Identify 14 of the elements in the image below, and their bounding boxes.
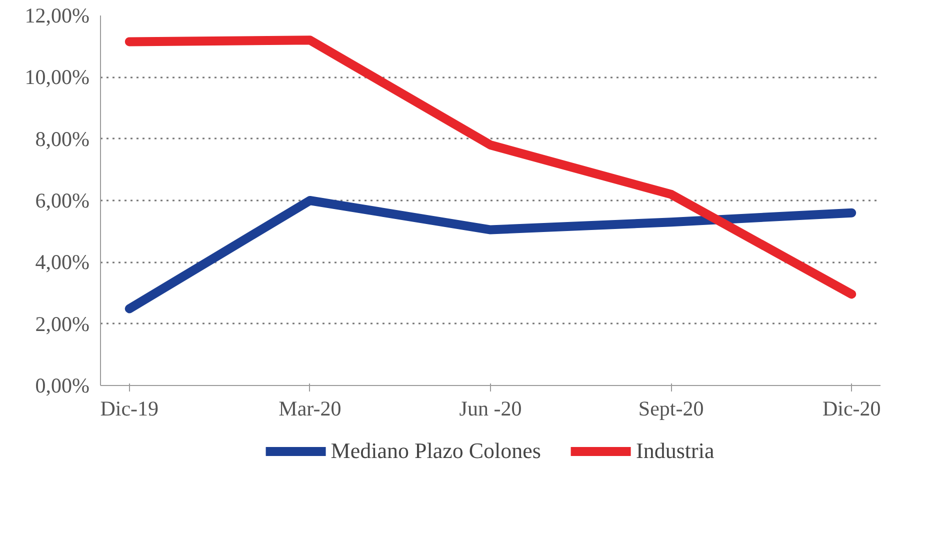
y-tick-label: 12,00% <box>24 4 90 28</box>
legend-label: Industria <box>636 438 714 464</box>
x-tick-label: Mar-20 <box>278 396 342 420</box>
y-tick-label: 4,00% <box>35 250 90 274</box>
y-tick-label: 10,00% <box>24 65 90 90</box>
y-tick-label: 6,00% <box>35 188 90 212</box>
y-tick-label: 0,00% <box>35 374 90 398</box>
y-tick-label: 8,00% <box>35 126 90 151</box>
x-tick-label: Dic-20 <box>822 396 881 420</box>
x-tick-label: Sept-20 <box>638 396 704 420</box>
legend-label: Mediano Plazo Colones <box>330 438 541 464</box>
x-tick-label: Dic-19 <box>100 396 159 420</box>
y-tick-label: 2,00% <box>35 312 90 336</box>
x-tick-label: Jun -20 <box>459 396 522 420</box>
